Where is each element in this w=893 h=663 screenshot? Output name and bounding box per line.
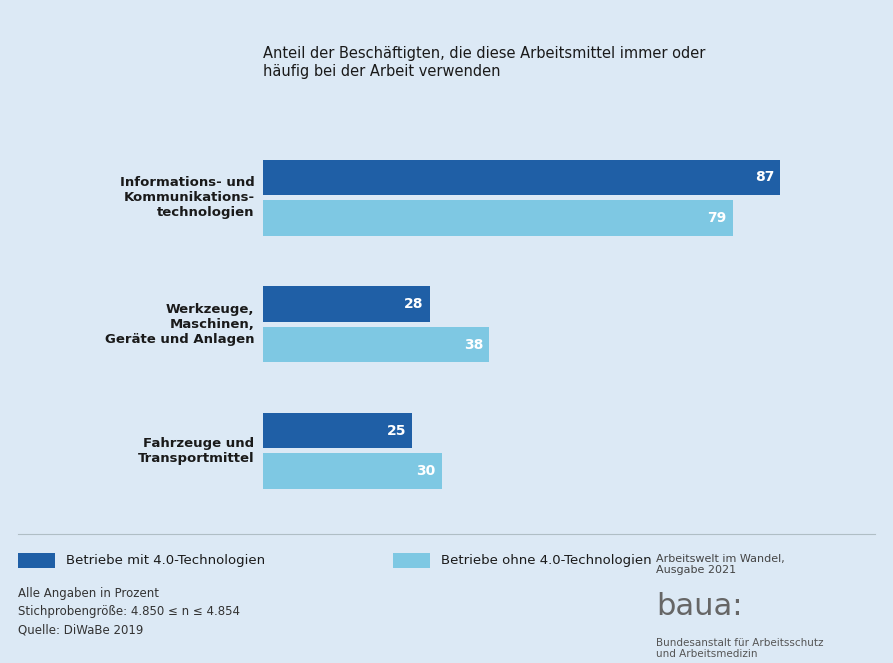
Text: Bundesanstalt für Arbeitsschutz
und Arbeitsmedizin: Bundesanstalt für Arbeitsschutz und Arbe… [656, 638, 824, 660]
Text: 30: 30 [416, 464, 436, 478]
Text: Fahrzeuge und
Transportmittel: Fahrzeuge und Transportmittel [138, 437, 255, 465]
Text: baua:: baua: [656, 592, 743, 621]
Text: Betriebe mit 4.0-Technologien: Betriebe mit 4.0-Technologien [66, 554, 265, 567]
Bar [263, 327, 489, 362]
Bar [263, 413, 412, 448]
Text: Werkzeuge,
Maschinen,
Geräte und Anlagen: Werkzeuge, Maschinen, Geräte und Anlagen [105, 303, 255, 346]
Text: Anteil der Beschäftigten, die diese Arbeitsmittel immer oder
häufig bei der Arbe: Anteil der Beschäftigten, die diese Arbe… [263, 46, 705, 79]
Bar [263, 160, 780, 195]
Bar [263, 286, 430, 322]
Text: Quelle: DiWaBe 2019: Quelle: DiWaBe 2019 [18, 624, 143, 637]
Text: 38: 38 [463, 337, 483, 351]
Text: Arbeitswelt im Wandel,
Ausgabe 2021: Arbeitswelt im Wandel, Ausgabe 2021 [656, 554, 785, 575]
Text: Informations- und
Kommunikations-
technologien: Informations- und Kommunikations- techno… [120, 176, 255, 219]
Text: Stichprobengröße: 4.850 ≤ n ≤ 4.854: Stichprobengröße: 4.850 ≤ n ≤ 4.854 [18, 605, 240, 619]
Text: 28: 28 [405, 297, 424, 311]
Text: 25: 25 [387, 424, 406, 438]
Text: Alle Angaben in Prozent: Alle Angaben in Prozent [18, 587, 159, 600]
Text: 79: 79 [707, 211, 727, 225]
Bar [263, 200, 732, 235]
Text: Betriebe ohne 4.0-Technologien: Betriebe ohne 4.0-Technologien [441, 554, 652, 567]
Bar [263, 453, 441, 489]
Text: 87: 87 [755, 170, 774, 184]
